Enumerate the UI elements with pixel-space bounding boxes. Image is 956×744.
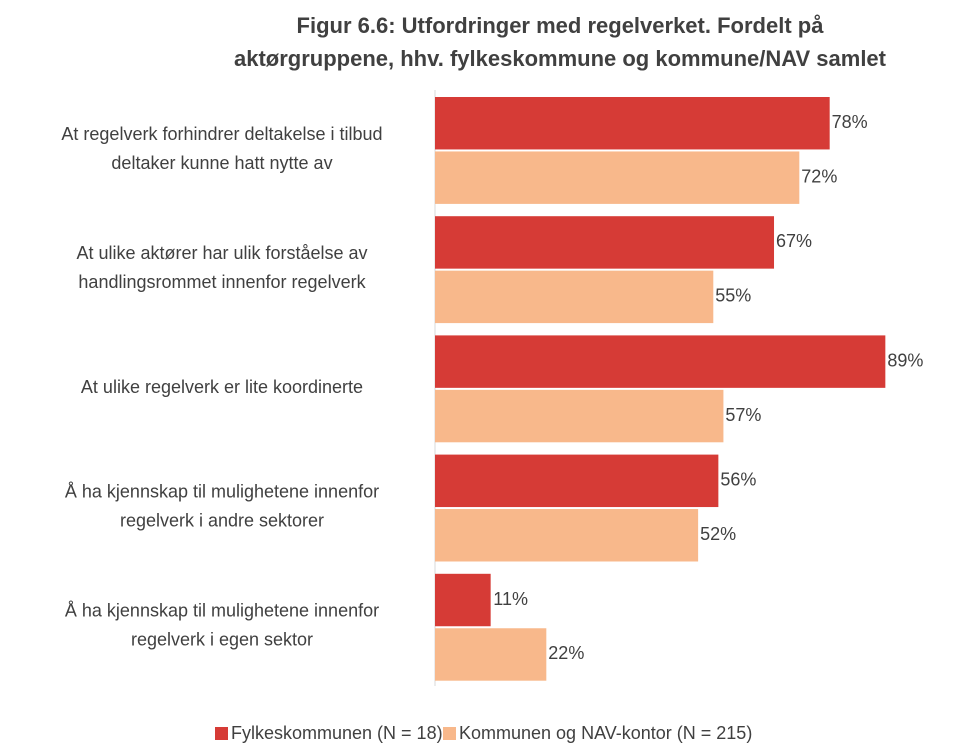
value-label: 57%	[725, 405, 761, 425]
value-label: 56%	[720, 470, 756, 490]
category-label: regelverk i andre sektorer	[120, 510, 324, 530]
legend-label: Kommunen og NAV-kontor (N = 215)	[459, 723, 752, 743]
bar	[435, 216, 775, 269]
legend-label: Fylkeskommunen (N = 18)	[231, 723, 443, 743]
category-label: At regelverk forhindrer deltakelse i til…	[61, 124, 382, 144]
chart-title: Figur 6.6: Utfordringer med regelverket.…	[297, 13, 825, 38]
value-label: 52%	[700, 524, 736, 544]
chart-title: aktørgruppene, hhv. fylkeskommune og kom…	[234, 46, 887, 71]
category-label: At ulike regelverk er lite koordinerte	[81, 377, 363, 397]
value-label: 89%	[887, 350, 923, 370]
category-label: At ulike aktører har ulik forståelse av	[76, 243, 367, 263]
value-label: 78%	[832, 112, 868, 132]
bar	[435, 628, 547, 681]
category-label: handlingsrommet innenfor regelverk	[78, 272, 366, 292]
value-label: 22%	[548, 643, 584, 663]
bar	[435, 97, 830, 150]
legend-swatch	[443, 727, 456, 740]
value-label: 72%	[801, 166, 837, 186]
bar	[435, 454, 719, 508]
bar	[435, 573, 491, 627]
bar	[435, 335, 886, 388]
bar	[435, 389, 724, 443]
bar	[435, 509, 699, 562]
bar	[435, 270, 714, 324]
category-label: deltaker kunne hatt nytte av	[111, 153, 332, 173]
category-label: Å ha kjennskap til mulighetene innenfor	[65, 601, 379, 621]
value-label: 55%	[715, 286, 751, 306]
category-label: Å ha kjennskap til mulighetene innenfor	[65, 481, 379, 501]
bar	[435, 151, 800, 204]
legend-swatch	[215, 727, 228, 740]
value-label: 11%	[493, 589, 528, 609]
value-label: 67%	[776, 231, 812, 251]
category-label: regelverk i egen sektor	[131, 630, 313, 650]
